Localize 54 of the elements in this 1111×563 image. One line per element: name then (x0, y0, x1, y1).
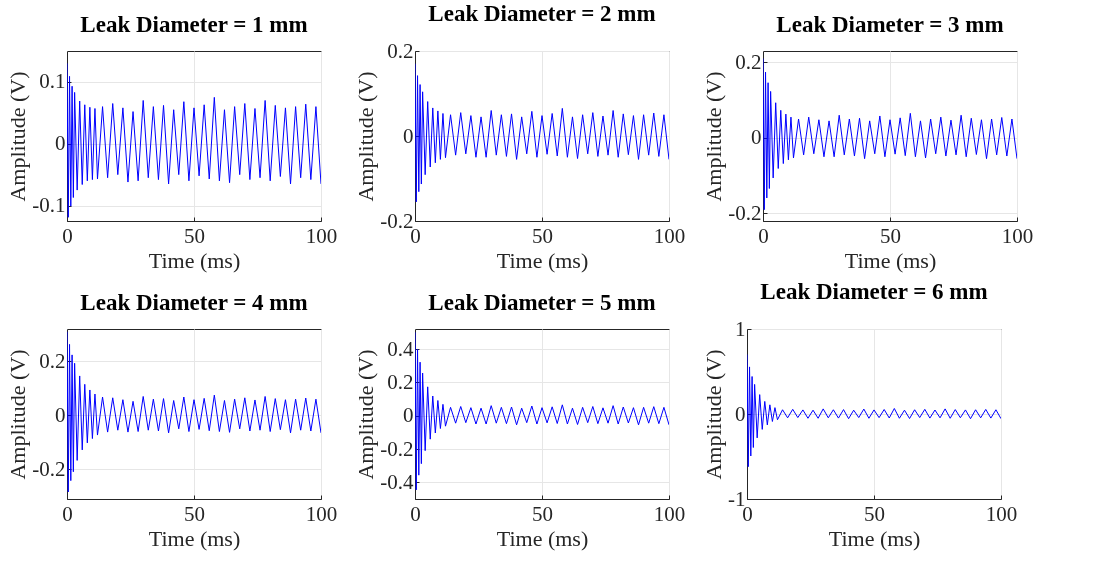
chart-title: Leak Diameter = 2 mm (428, 1, 656, 26)
y-tick-label: 0 (403, 123, 414, 148)
y-axis-title: Amplitude (V) (5, 349, 31, 480)
y-axis-title: Amplitude (V) (5, 71, 31, 202)
x-tick-label: 100 (305, 501, 338, 526)
y-tick-label: 0.4 (387, 336, 414, 361)
y-tick-label: 0.2 (735, 49, 762, 74)
chart-title: Leak Diameter = 4 mm (80, 290, 308, 315)
y-tick-label: 0.1 (39, 69, 66, 94)
y-tick-label: -0.2 (380, 436, 414, 461)
x-tick-label: 100 (1001, 223, 1034, 248)
y-tick-label: 0 (735, 401, 746, 426)
x-axis-title: Time (ms) (844, 247, 937, 273)
x-axis-title: Time (ms) (828, 525, 921, 551)
line-series (415, 63, 669, 203)
y-tick-label: -0.4 (380, 469, 414, 494)
x-axis-title: Time (ms) (148, 247, 241, 273)
y-tick-label: 0.2 (387, 38, 414, 63)
x-axis-title: Time (ms) (496, 525, 589, 551)
chart-title: Leak Diameter = 5 mm (428, 290, 656, 315)
y-tick-label: 1 (735, 316, 746, 341)
line-series (747, 354, 1001, 468)
y-axis-title: Amplitude (V) (353, 71, 379, 202)
x-tick-label: 100 (985, 501, 1018, 526)
y-tick-label: -0.2 (32, 456, 66, 481)
y-tick-label: 0 (403, 403, 414, 428)
line-series (67, 331, 321, 493)
x-axis-title: Time (ms) (496, 247, 589, 273)
y-axis-title: Amplitude (V) (701, 71, 727, 202)
x-tick-label: 100 (653, 223, 686, 248)
chart-title: Leak Diameter = 3 mm (776, 12, 1004, 37)
chart-title: Leak Diameter = 6 mm (760, 279, 988, 304)
x-axis-title: Time (ms) (148, 525, 241, 551)
y-tick-label: 0 (55, 131, 66, 156)
x-tick-label: 100 (305, 223, 338, 248)
y-tick-label: 0.2 (387, 369, 414, 394)
x-tick-label: 100 (653, 501, 686, 526)
x-tick-label: 50 (184, 223, 205, 248)
line-series (415, 331, 669, 491)
y-tick-label: 0 (751, 125, 762, 150)
line-series (763, 58, 1017, 211)
y-tick-label: -0.2 (728, 200, 762, 225)
y-tick-label: -0.1 (32, 193, 66, 218)
line-series (67, 62, 321, 218)
y-axis-title: Amplitude (V) (353, 349, 379, 480)
x-tick-label: 50 (864, 501, 885, 526)
y-axis-title: Amplitude (V) (701, 349, 727, 480)
x-tick-label: 50 (184, 501, 205, 526)
chart-title: Leak Diameter = 1 mm (80, 12, 308, 37)
y-tick-label: 0 (55, 402, 66, 427)
x-tick-label: 50 (532, 223, 553, 248)
x-tick-label: 50 (880, 223, 901, 248)
x-tick-label: 50 (532, 501, 553, 526)
y-tick-label: 0.2 (39, 348, 66, 373)
